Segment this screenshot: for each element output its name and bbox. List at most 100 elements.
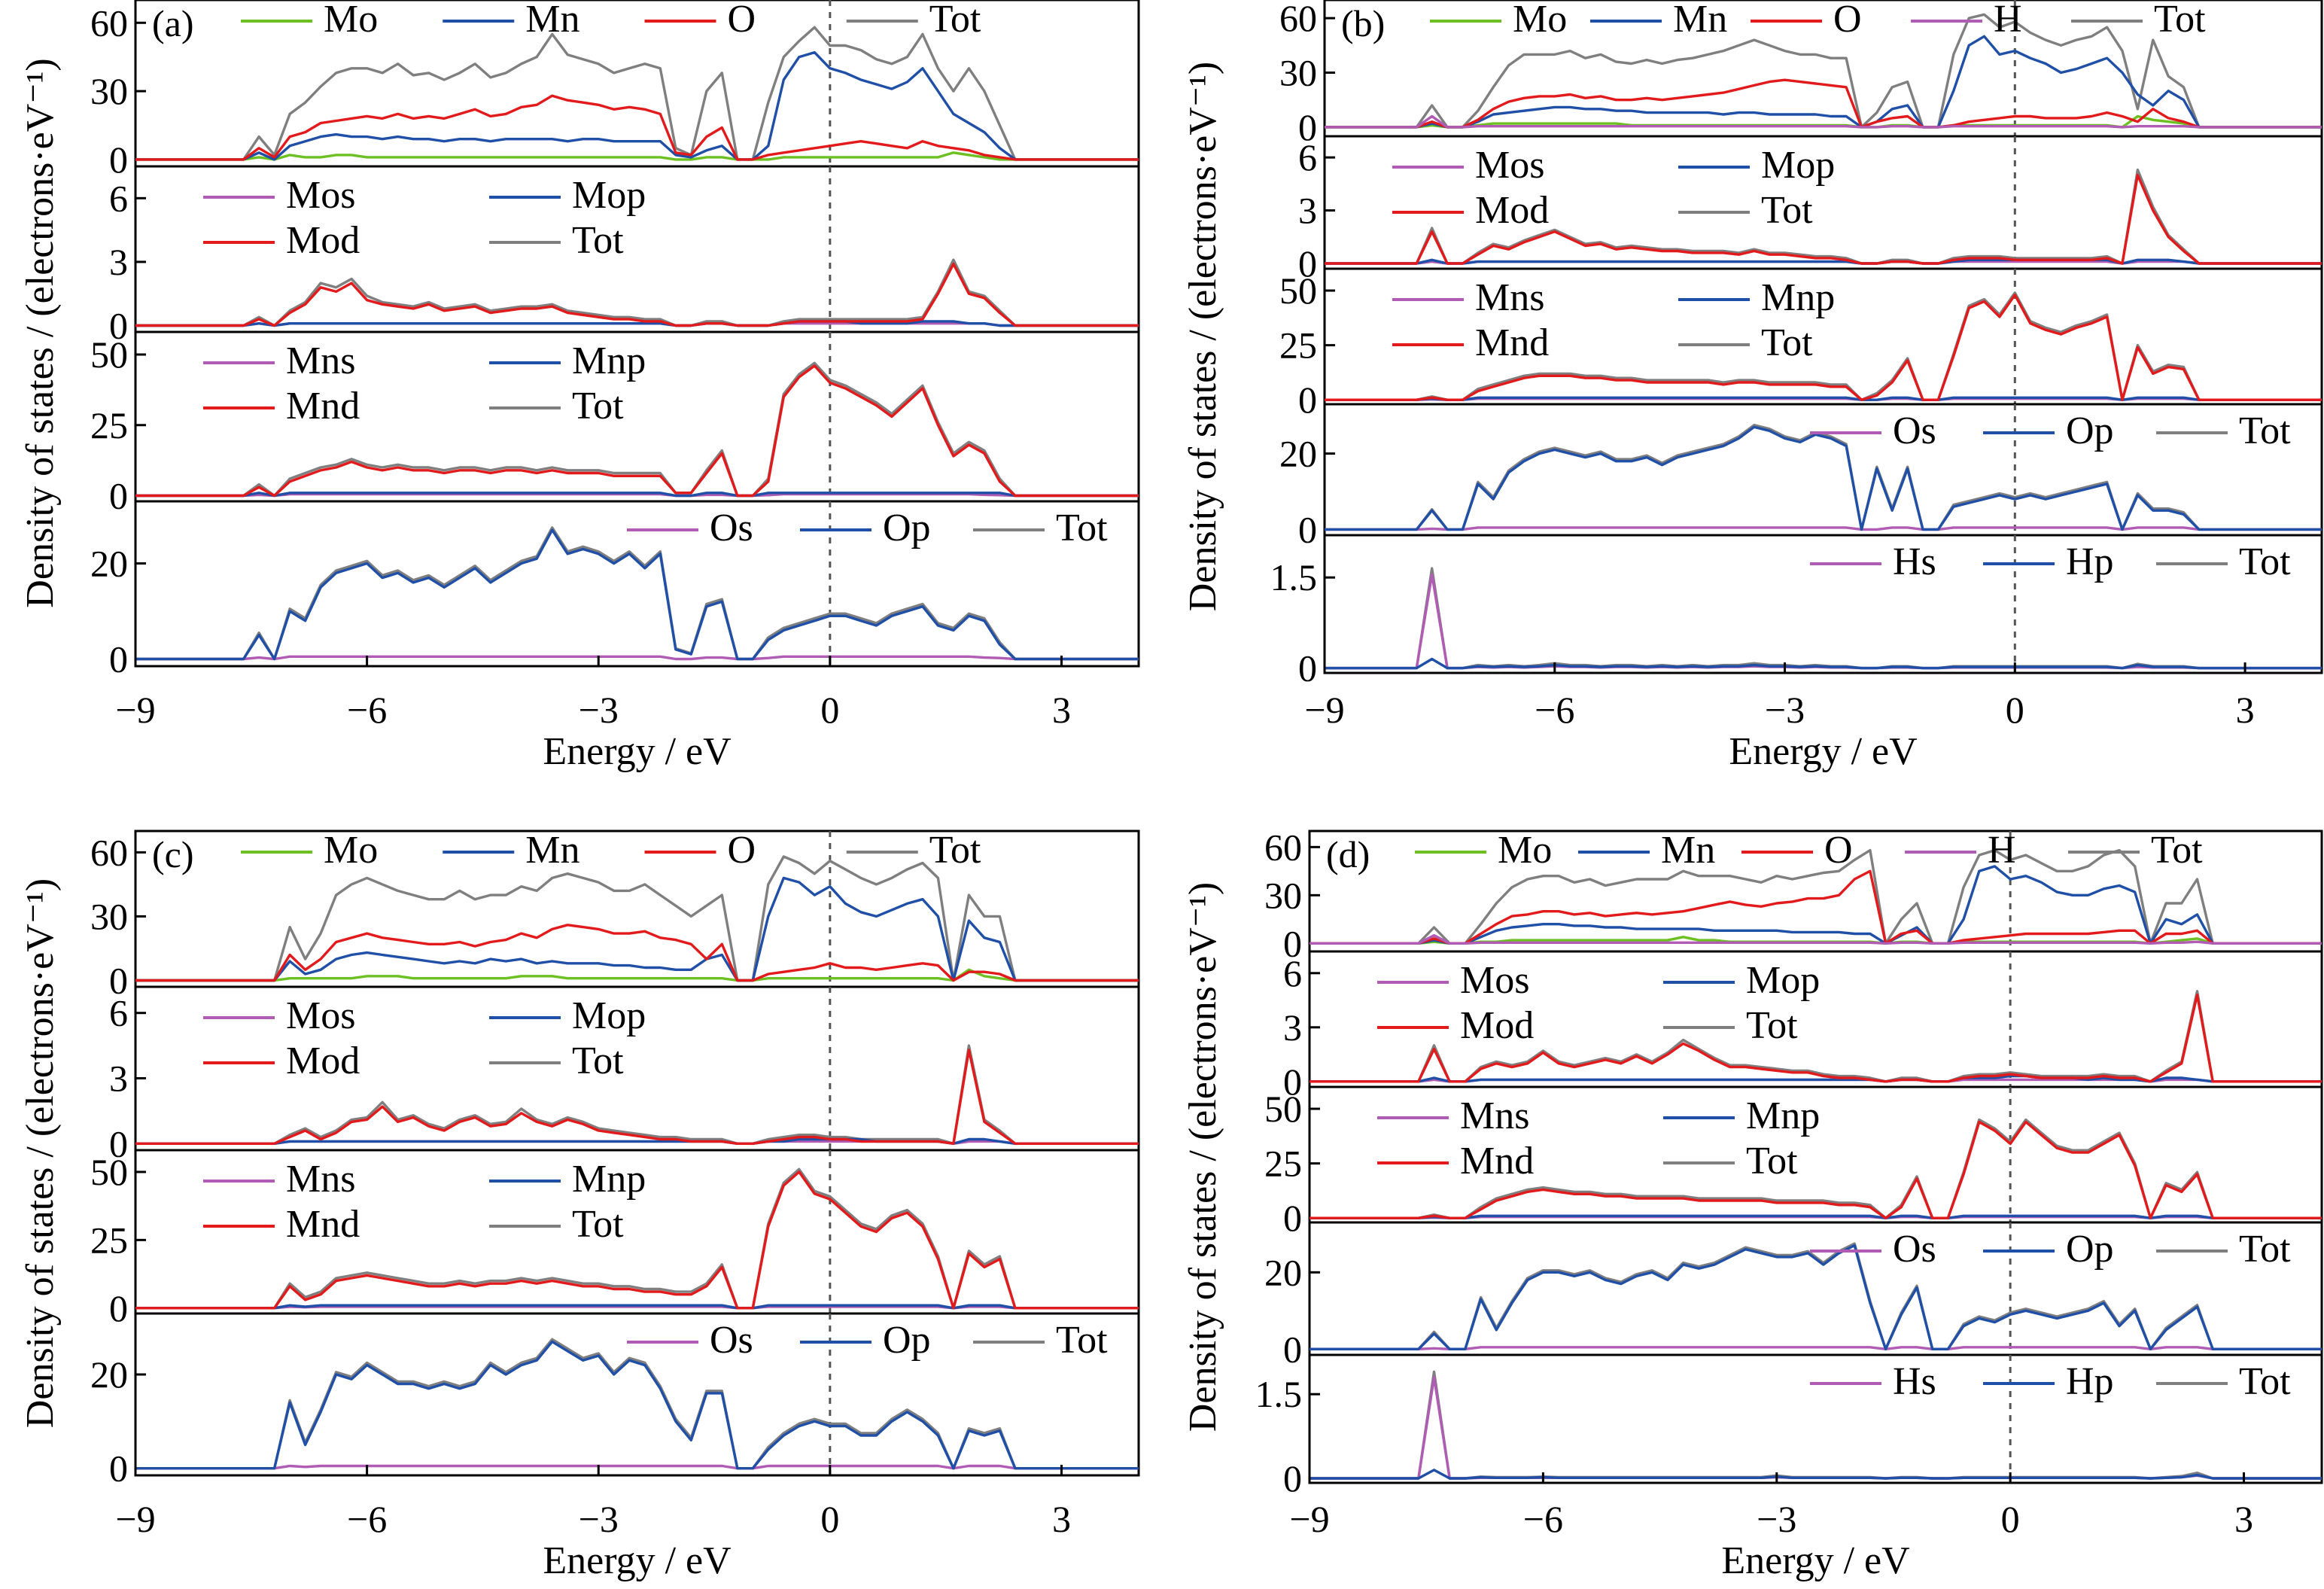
subplot: 0 3 6 Mos Mop Mod Tot [1298, 135, 2323, 285]
y-tick-label: 0 [1283, 1197, 1302, 1239]
y-tick-label: 1.5 [1270, 556, 1318, 598]
y-tick-label: 25 [1264, 1143, 1302, 1185]
x-axis-title: Energy / eV [543, 1539, 731, 1582]
y-axis-title: Density of states / (electrons·eV⁻¹) [1182, 882, 1224, 1432]
series-line-tot [1325, 13, 2322, 129]
legend-label-mns: Mns [286, 1158, 355, 1201]
legend-label-mos: Mos [1460, 959, 1529, 1002]
legend-label-mnd: Mnd [286, 385, 360, 428]
series-line-os [1310, 1346, 2322, 1350]
series-line-o [135, 94, 1139, 161]
series-line-mnd [135, 1170, 1139, 1310]
x-tick-label: 0 [820, 689, 839, 731]
y-tick-label: 0 [109, 475, 128, 517]
legend-label-mod: Mod [1475, 189, 1549, 232]
series-line-hp [1325, 657, 2322, 670]
legend-label-op: Op [883, 507, 931, 549]
y-tick-label: 6 [1298, 136, 1317, 178]
series-line-mod [1325, 173, 2322, 265]
series-line-mn [1310, 865, 2322, 945]
subplot: 0 25 50 Mns Mnp Mnd Tot [90, 1149, 1140, 1329]
series-line-tot [135, 1044, 1139, 1145]
series-line-op [1310, 1243, 2322, 1350]
subplot: 0 3 6 Mos Mop Mod Tot [109, 985, 1140, 1164]
legend: Os Op Tot [627, 507, 1108, 549]
panel-label: (d) [1326, 833, 1370, 875]
legend-label-mo: Mo [1498, 829, 1552, 872]
x-tick-label: 3 [1052, 689, 1071, 731]
legend-label-hs: Hs [1893, 540, 1936, 583]
legend: Mo Mn O Tot [241, 829, 981, 872]
legend-label-tot: Tot [2154, 0, 2206, 41]
series-line-mnd [1310, 1120, 2322, 1219]
x-tick-label: −9 [1289, 1498, 1329, 1540]
subplot-frame [134, 500, 1140, 668]
y-tick-label: 20 [1264, 1251, 1302, 1293]
x-axis-title: Energy / eV [543, 730, 731, 773]
series-line-mn [135, 876, 1139, 982]
y-tick-label: 25 [90, 404, 128, 446]
series-line-h [1310, 934, 2322, 945]
legend: Mo Mn O H Tot [1430, 0, 2206, 41]
legend-label-tot: Tot [929, 0, 981, 41]
legend: Mos Mop Mod Tot [203, 174, 646, 262]
y-tick-label: 20 [1279, 433, 1317, 475]
y-tick-label: 0 [109, 139, 128, 181]
y-tick-label: 0 [1298, 106, 1317, 148]
legend: Hs Hp Tot [1810, 1360, 2291, 1403]
series-line-mnp [1325, 396, 2322, 401]
legend-label-mop: Mop [572, 174, 646, 217]
legend-label-os: Os [1893, 1228, 1936, 1271]
y-tick-label: 0 [1298, 379, 1317, 421]
x-tick-label: 0 [2001, 1498, 2020, 1540]
subplot: 0 3 6 Mos Mop Mod Tot [1283, 950, 2323, 1103]
y-axis-title: Density of states / (electrons·eV⁻¹) [19, 878, 62, 1428]
series-line-o [1325, 78, 2322, 129]
subplot: 0 25 50 Mns Mnp Mnd Tot [1279, 267, 2323, 421]
legend: Mo Mn O H Tot [1415, 829, 2203, 872]
subplot: 0 30 60 Mo Mn O H Tot (b) [1279, 0, 2323, 148]
x-tick-label: −6 [347, 689, 387, 731]
series-line-tot [135, 855, 1139, 982]
y-tick-label: 25 [90, 1219, 128, 1261]
legend-label-mo: Mo [324, 829, 378, 872]
legend-label-tot: Tot [572, 385, 624, 428]
series-line-op [135, 1340, 1139, 1470]
x-axis-title: Energy / eV [1729, 730, 1917, 773]
subplot-frame [1323, 534, 2323, 674]
legend-label-tot: Tot [2239, 540, 2291, 583]
legend-label-mn: Mn [525, 0, 579, 41]
series-line-mnp [135, 1304, 1139, 1310]
subplot: 0 30 60 Mo Mn O Tot (c) [90, 829, 1140, 1001]
legend-label-tot: Tot [572, 1203, 624, 1246]
y-tick-label: 30 [90, 895, 128, 937]
legend: Os Op Tot [1810, 1228, 2291, 1271]
y-tick-label: 6 [109, 177, 128, 219]
y-tick-label: 60 [90, 831, 128, 873]
legend-label-os: Os [1893, 409, 1936, 452]
legend-label-mop: Mop [1761, 144, 1835, 187]
legend-label-tot: Tot [1746, 1004, 1798, 1047]
series-line-mo [135, 151, 1139, 161]
series-line-mod [135, 263, 1139, 327]
y-tick-label: 1.5 [1255, 1373, 1303, 1415]
series-line-tot [1310, 1242, 2322, 1350]
legend-label-mnp: Mnp [1746, 1094, 1820, 1137]
series-line-o [1310, 869, 2322, 945]
series-line-mod [135, 1049, 1139, 1145]
legend-label-mod: Mod [286, 1040, 360, 1082]
legend: Mos Mop Mod Tot [1392, 144, 1835, 232]
y-tick-label: 0 [109, 959, 128, 1001]
series-line-mns [135, 1305, 1139, 1310]
y-tick-label: 0 [1298, 647, 1317, 689]
subplot-frame [1308, 1221, 2323, 1356]
x-tick-label: −3 [579, 1498, 619, 1540]
legend-label-tot: Tot [2239, 1228, 2291, 1271]
y-tick-label: 0 [1283, 922, 1302, 964]
series-line-op [1325, 425, 2322, 531]
legend-label-tot: Tot [929, 829, 981, 872]
legend-label-h: H [1988, 829, 2016, 872]
legend-label-tot: Tot [1761, 321, 1813, 364]
subplot-frame [1323, 403, 2323, 537]
